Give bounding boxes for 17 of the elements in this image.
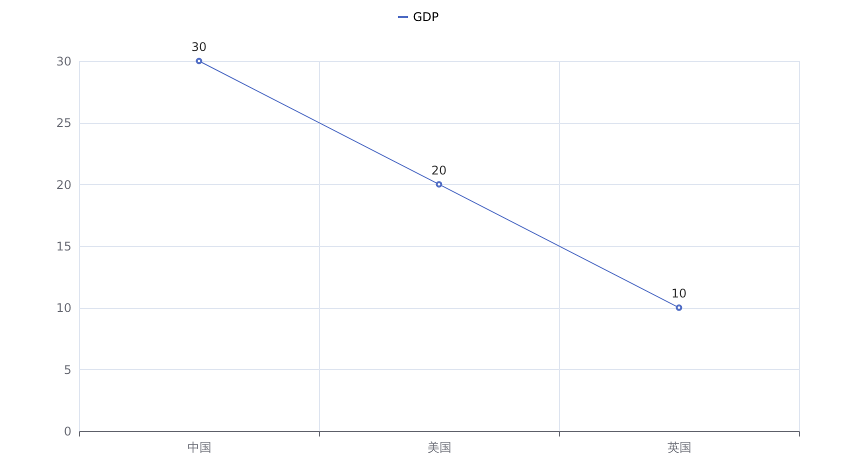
data-label: 30: [191, 40, 207, 54]
y-tick-label: 20: [56, 178, 72, 192]
y-tick-label: 0: [64, 424, 72, 438]
y-tick-label: 30: [56, 54, 72, 68]
data-label: 20: [431, 163, 447, 178]
data-label: 10: [671, 286, 687, 301]
y-tick-label: 10: [56, 301, 72, 316]
x-tick-label: 中国: [188, 440, 212, 454]
point: [196, 58, 202, 64]
y-tick-label: 5: [64, 362, 72, 377]
x-tick-label: 英国: [668, 440, 692, 454]
point: [676, 304, 682, 311]
legend-label: GDP: [413, 10, 439, 24]
point: [436, 181, 442, 188]
y-tick-label: 25: [56, 116, 72, 130]
y-tick-label: 15: [56, 240, 72, 254]
x-tick-label: 美国: [428, 440, 452, 454]
